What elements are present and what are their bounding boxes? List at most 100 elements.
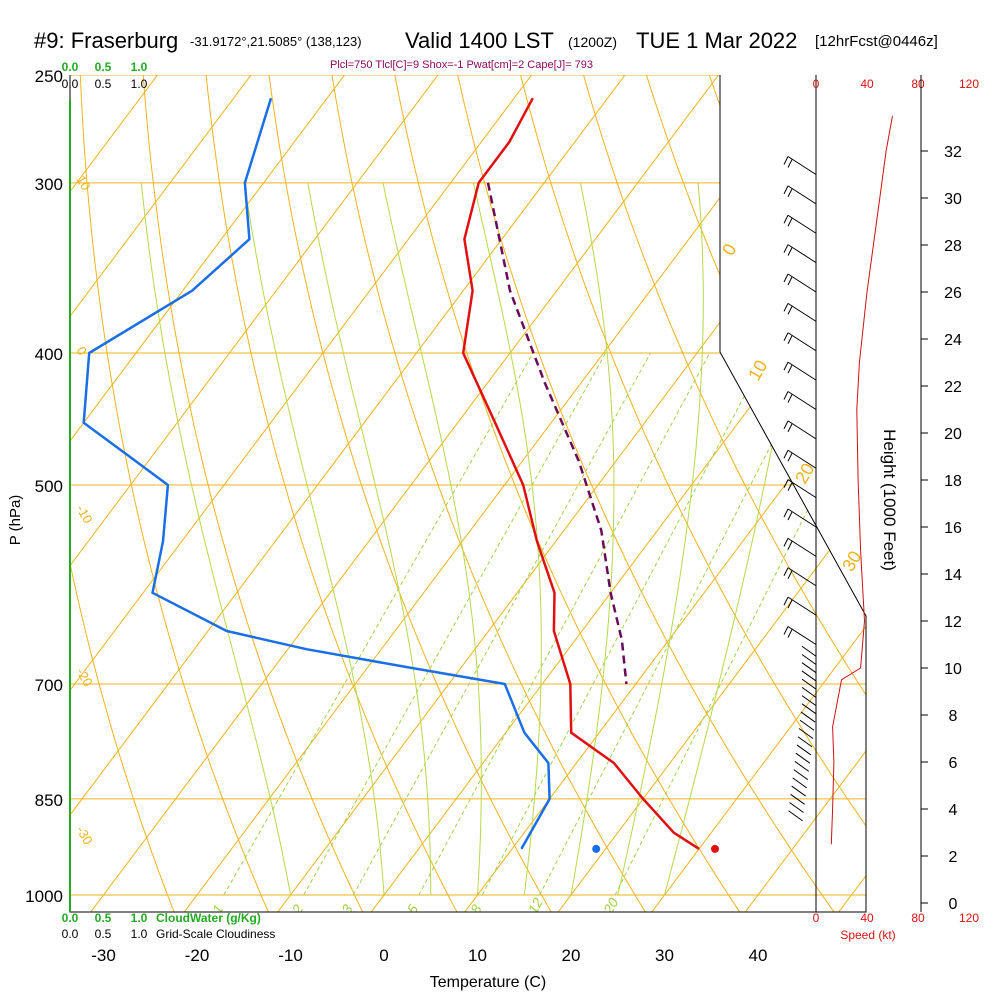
wind-barb: [795, 752, 811, 764]
pressure-tick-label: 850: [35, 791, 63, 810]
wind-barb: [788, 810, 803, 822]
wind-barb-feather: [787, 335, 793, 344]
forecast-info: [12hrFcst@0446z]: [815, 33, 938, 50]
wind-barb-feather: [787, 629, 793, 638]
wind-barb-feather: [783, 332, 789, 341]
isotherm-line: [70, 75, 551, 912]
height-tick-label: 2: [949, 849, 958, 866]
cloud-scale-bottom: 1.0: [131, 911, 148, 925]
wind-barb-feather: [783, 273, 789, 283]
dry-adiabat: [141, 75, 369, 912]
cloud-scale-top: 0.5: [95, 60, 112, 74]
wind-barb-feather: [787, 247, 793, 256]
wind-barb-feather: [783, 508, 789, 518]
wind-barb-feather: [787, 482, 793, 491]
moist-adiabat: [472, 182, 542, 896]
wind-barb-feather: [783, 303, 789, 312]
wind-barb: [801, 662, 817, 674]
wind-barb: [794, 760, 810, 772]
wind-barb: [801, 645, 817, 657]
sounding-indices: Plcl=750 Tlcl[C]=9 Shox=-1 Pwat[cm]=2 Ca…: [330, 59, 594, 71]
wind-barb: [801, 695, 817, 707]
height-tick-label: 10: [944, 661, 962, 678]
isotherm-label: 0: [73, 344, 90, 358]
wind-barb-feather: [787, 218, 793, 227]
moist-adiabat: [617, 182, 704, 896]
wind-barb: [789, 802, 804, 813]
wind-barb: [801, 703, 817, 715]
wind-barb: [791, 785, 806, 797]
dry-adiabat: [576, 75, 866, 912]
wind-barb-feather: [783, 567, 789, 576]
mixing-ratio-line: [418, 352, 711, 896]
wind-barb: [801, 654, 817, 665]
isotherm-label: -30: [73, 823, 95, 847]
isotherm-line: [70, 75, 457, 912]
temperature-tick-label: -30: [91, 946, 116, 965]
zulu-time: (1200Z): [568, 34, 618, 50]
wind-barb: [787, 156, 817, 175]
isotherm-line: [455, 75, 866, 912]
wind-barb: [800, 711, 816, 723]
wind-barb-feather: [787, 159, 793, 168]
wind-barb: [787, 214, 817, 234]
wind-barb-feather: [783, 361, 789, 371]
cloudiness-scale-top: 1.0: [131, 77, 148, 91]
wind-barb-feather: [787, 188, 793, 198]
temperature-profile-surface-dot: [711, 844, 719, 853]
height-tick-label: 16: [944, 520, 962, 537]
dry-adiabat: [327, 75, 654, 912]
moist-adiabat: [243, 182, 385, 896]
wind-barb: [787, 596, 817, 616]
speed-tick-top: 40: [860, 77, 874, 91]
wind-barb: [801, 670, 817, 682]
wind-barb: [797, 736, 813, 748]
wind-barb: [787, 449, 817, 469]
moist-adiabat: [307, 182, 432, 896]
isotherm-line: [361, 75, 866, 912]
pressure-tick-label: 250: [35, 67, 63, 86]
mixing-ratio-line: [352, 352, 651, 896]
cloudiness-scale-bottom: 0.0: [62, 927, 79, 941]
pressure-tick-label: 700: [35, 676, 63, 695]
dewpoint-profile: [82, 97, 551, 850]
height-tick-label: 28: [944, 238, 962, 255]
theta-label: 20: [791, 460, 818, 487]
speed-tick-bottom: 40: [860, 911, 874, 925]
temperature-tick-label: 40: [749, 946, 768, 965]
wind-barb-feather: [787, 394, 793, 403]
parcel-profile: [486, 182, 628, 685]
wind-barb-feather: [783, 479, 789, 488]
height-tick-label: 18: [944, 473, 962, 490]
height-axis-label: Height (1000 Feet): [880, 429, 899, 571]
isotherm-line: [70, 75, 364, 912]
cloudiness-scale-bottom: 1.0: [131, 927, 148, 941]
isotherm-line: [735, 75, 866, 912]
cloudwater-legend-label: CloudWater (g/Kg): [156, 911, 261, 925]
wind-barb: [796, 744, 812, 756]
pressure-axis-label: P (hPa): [7, 495, 24, 546]
wind-barb: [787, 273, 817, 293]
wind-barb-feather: [787, 306, 793, 315]
pressure-tick-label: 500: [35, 477, 63, 496]
station-coords: -31.9172°,21.5085° (138,123): [190, 34, 362, 49]
wind-barb-feather: [783, 596, 789, 606]
wind-barb: [792, 777, 807, 789]
height-tick-label: 6: [949, 755, 958, 772]
temperature-tick-label: 10: [468, 946, 487, 965]
valid-time: Valid 1400 LST: [405, 28, 554, 53]
temperature-axis-label: Temperature (C): [430, 974, 546, 991]
height-tick-label: 24: [944, 332, 962, 349]
isotherm-line: [174, 75, 831, 912]
station-name: #9: Fraserburg: [34, 28, 179, 53]
wind-barb: [787, 626, 817, 645]
speed-tick-bottom: 0: [813, 911, 820, 925]
dry-adiabat: [452, 75, 843, 912]
height-tick-label: 4: [949, 802, 958, 819]
wind-barb: [793, 769, 809, 781]
dry-adiabat: [70, 75, 180, 912]
height-tick-label: 22: [944, 379, 962, 396]
mixing-ratio-label: 20: [599, 895, 621, 918]
wind-barb: [787, 391, 817, 410]
wind-barb-feather: [783, 391, 789, 400]
